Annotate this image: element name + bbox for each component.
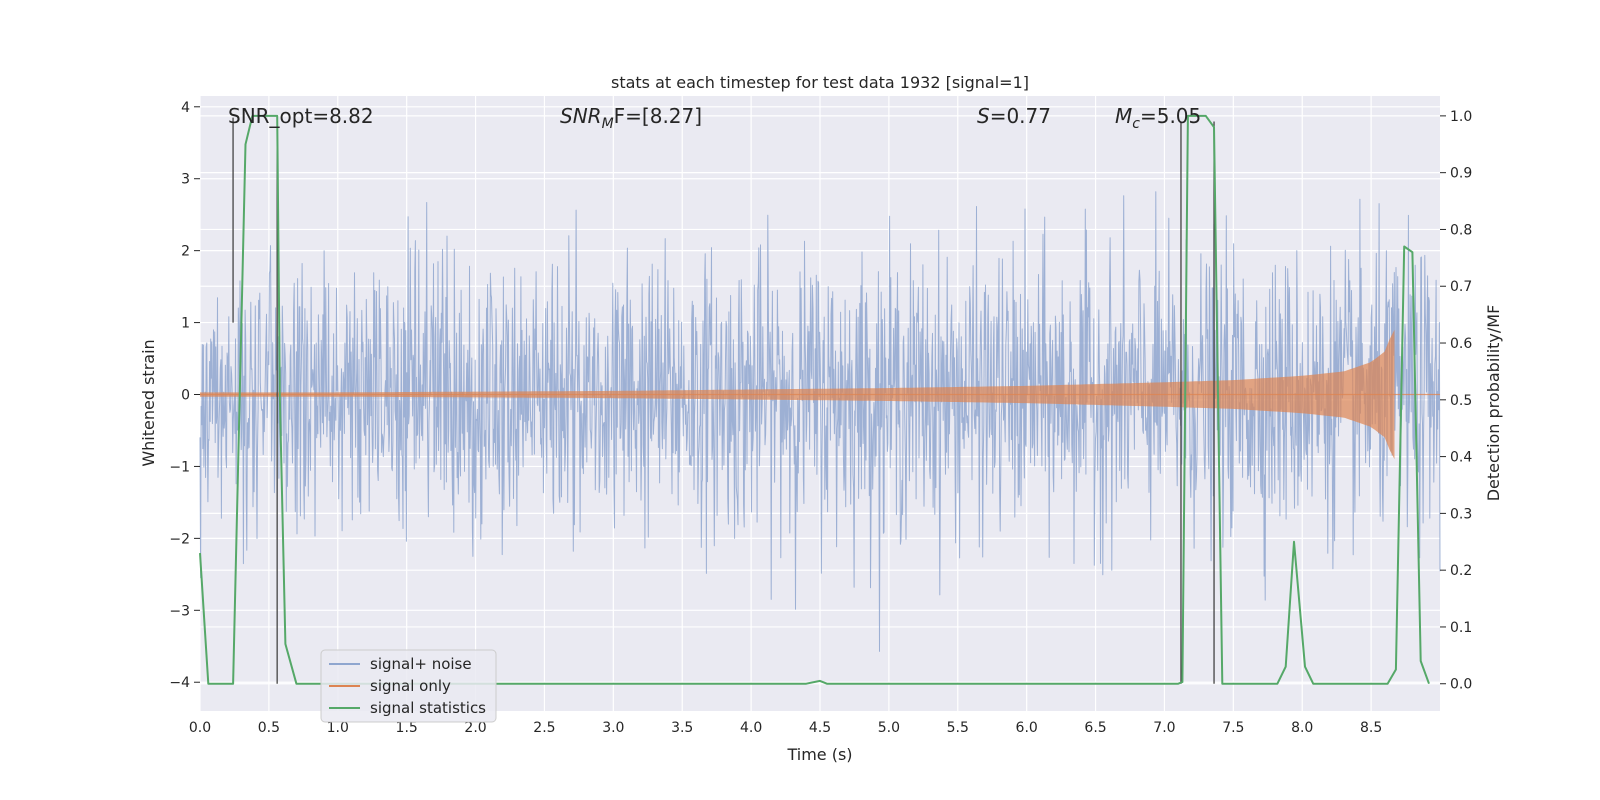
legend-label-signal-plus-noise: signal+ noise — [370, 655, 472, 673]
y2-tick-label: 0.4 — [1450, 450, 1472, 466]
y2-tick-label: 0.6 — [1450, 336, 1472, 352]
x-tick-label: 3.5 — [671, 720, 693, 736]
annotation-s: S=0.77 — [977, 104, 1051, 128]
annotation-mc-main: M — [1115, 104, 1132, 128]
annotation-mc-sub: c — [1132, 116, 1140, 132]
annotation-snr-mf: SNRMF=[8.27] — [560, 104, 702, 132]
annotation-snr-mf-main: SNR — [560, 104, 602, 128]
x-axis-ticks: 0.0 0.5 1.0 1.5 2.0 2.5 3.0 3.5 4.0 4.5 5.0 5.5 6.0 6… — [189, 720, 1382, 736]
series-signal-statistics — [199, 114, 1430, 685]
y-tick-label: 4 — [181, 100, 190, 116]
x-tick-label: 6.0 — [1016, 720, 1038, 736]
x-tick-label: 2.0 — [464, 720, 486, 736]
y2-tick-label: 0.9 — [1450, 166, 1472, 182]
x-tick-label: 0.0 — [189, 720, 211, 736]
x-tick-label: 4.0 — [740, 720, 762, 736]
y2-tick-label: 0.5 — [1450, 393, 1472, 409]
x-tick-label: 5.5 — [947, 720, 969, 736]
y-tick-label: 0 — [181, 388, 190, 404]
y-tick-label: −2 — [169, 531, 190, 547]
x-tick-label: 6.5 — [1084, 720, 1106, 736]
y-tick-label: 3 — [181, 172, 190, 188]
annotation-s-rest: =0.77 — [990, 104, 1051, 128]
y-axis-label: Whitened strain — [139, 339, 158, 466]
y-tick-label: 1 — [181, 316, 190, 332]
annotation-s-main: S — [977, 104, 990, 128]
line-signal-plus-noise — [199, 191, 1441, 652]
y-tick-label: 2 — [181, 244, 190, 260]
y-tick-label: −1 — [169, 459, 190, 475]
x-tick-label: 4.5 — [809, 720, 831, 736]
y2-tick-label: 0.3 — [1450, 506, 1472, 522]
x-tick-label: 7.0 — [1153, 720, 1175, 736]
y2-tick-label: 0.8 — [1450, 222, 1472, 238]
y-tick-label: −3 — [169, 603, 190, 619]
annotation-snr-mf-rest: F=[8.27] — [614, 104, 702, 128]
x-tick-label: 8.0 — [1291, 720, 1313, 736]
chart-title: stats at each timestep for test data 193… — [611, 73, 1029, 92]
y2-tick-label: 0.1 — [1450, 620, 1472, 636]
y2-tick-label: 0.7 — [1450, 279, 1472, 295]
series-signal-plus-noise — [199, 191, 1441, 652]
x-tick-label: 2.5 — [533, 720, 555, 736]
x-tick-label: 3.0 — [602, 720, 624, 736]
line-signal-statistics — [199, 114, 1430, 685]
x-tick-label: 1.0 — [327, 720, 349, 736]
x-tick-label: 5.0 — [878, 720, 900, 736]
legend-label-signal-only: signal only — [370, 677, 451, 695]
y2-tick-label: 1.0 — [1450, 109, 1472, 125]
x-axis-label: Time (s) — [786, 745, 852, 764]
x-tick-label: 1.5 — [396, 720, 418, 736]
annotation-snr-mf-sub: M — [602, 116, 614, 132]
y-tick-label: −4 — [169, 675, 190, 691]
legend-box — [320, 649, 497, 723]
x-tick-label: 0.5 — [258, 720, 280, 736]
legend: signal+ noise signal only signal statist… — [320, 649, 497, 723]
y2-axis-ticks: 1.0 0.9 0.8 0.7 0.6 0.5 0.4 0.3 0.2 0.1 0.0 — [1440, 109, 1472, 693]
x-tick-label: 7.5 — [1222, 720, 1244, 736]
y2-tick-label: 0.0 — [1450, 677, 1472, 693]
annotation-mc-rest: =5.05 — [1140, 104, 1201, 128]
y2-tick-label: 0.2 — [1450, 563, 1472, 579]
y2-axis-label: Detection probability/MF — [1484, 305, 1503, 502]
x-tick-label: 8.5 — [1360, 720, 1382, 736]
annotation-snr-opt: SNR_opt=8.82 — [228, 104, 374, 128]
legend-label-signal-statistics: signal statistics — [370, 699, 486, 717]
vertical-markers — [232, 117, 1215, 684]
y-axis-ticks: 4 3 2 1 0 −1 −2 −3 −4 — [169, 100, 200, 691]
annotation-mc: Mc=5.05 — [1115, 104, 1201, 132]
